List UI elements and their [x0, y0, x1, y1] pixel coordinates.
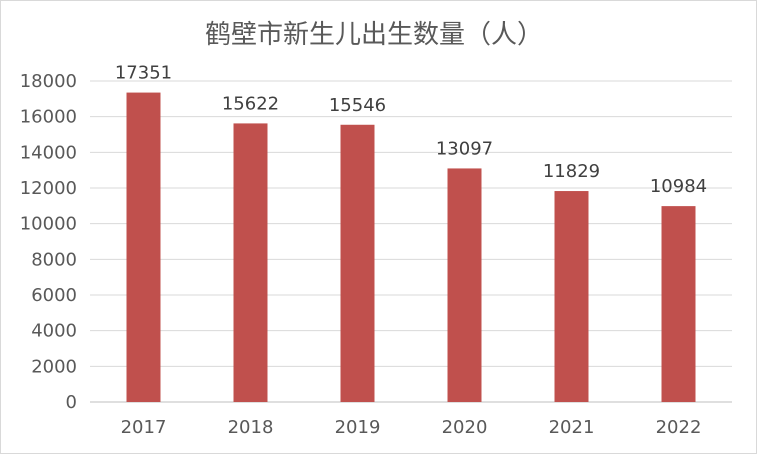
- x-tick-label-2020: 2020: [442, 417, 488, 438]
- y-tick-label: 16000: [20, 107, 77, 128]
- y-axis-ticks: 0 2000 4000 6000 8000 10000 12000 14000 16000 180…: [20, 71, 77, 413]
- y-tick-label: 10000: [20, 214, 77, 235]
- gridlines: [90, 80, 732, 403]
- x-tick-label-2021: 2021: [549, 417, 595, 438]
- data-labels: 17351 15622 15546 13097 11829 10984: [115, 63, 707, 198]
- y-tick-label: 8000: [31, 249, 77, 270]
- y-tick-label: 0: [66, 392, 77, 413]
- y-tick-label: 4000: [31, 321, 77, 342]
- y-tick-label: 6000: [31, 285, 77, 306]
- y-tick-label: 2000: [31, 356, 77, 377]
- bars: [126, 92, 696, 403]
- x-tick-label-2022: 2022: [656, 417, 702, 438]
- data-label-2017: 17351: [115, 63, 172, 84]
- y-tick-label: 18000: [20, 71, 77, 92]
- x-tick-label-2018: 2018: [228, 417, 274, 438]
- data-label-2018: 15622: [222, 93, 279, 114]
- y-tick-label: 14000: [20, 142, 77, 163]
- bar-2018: [233, 123, 268, 403]
- data-label-2019: 15546: [329, 95, 386, 116]
- data-label-2020: 13097: [436, 138, 493, 159]
- bar-2021: [554, 191, 589, 402]
- bar-2022: [661, 206, 696, 402]
- x-axis-ticks: 2017 2018 2019 2020 2021 2022: [121, 417, 702, 438]
- bar-2020: [447, 168, 482, 402]
- y-tick-label: 12000: [20, 178, 77, 199]
- x-tick-label-2019: 2019: [335, 417, 381, 438]
- x-tick-label-2017: 2017: [121, 417, 167, 438]
- bar-2017: [126, 92, 161, 403]
- data-label-2021: 11829: [543, 161, 600, 182]
- data-label-2022: 10984: [650, 176, 707, 197]
- chart-title: 鹤壁市新生儿出生数量（人）: [205, 20, 543, 50]
- bar-2019: [340, 124, 375, 402]
